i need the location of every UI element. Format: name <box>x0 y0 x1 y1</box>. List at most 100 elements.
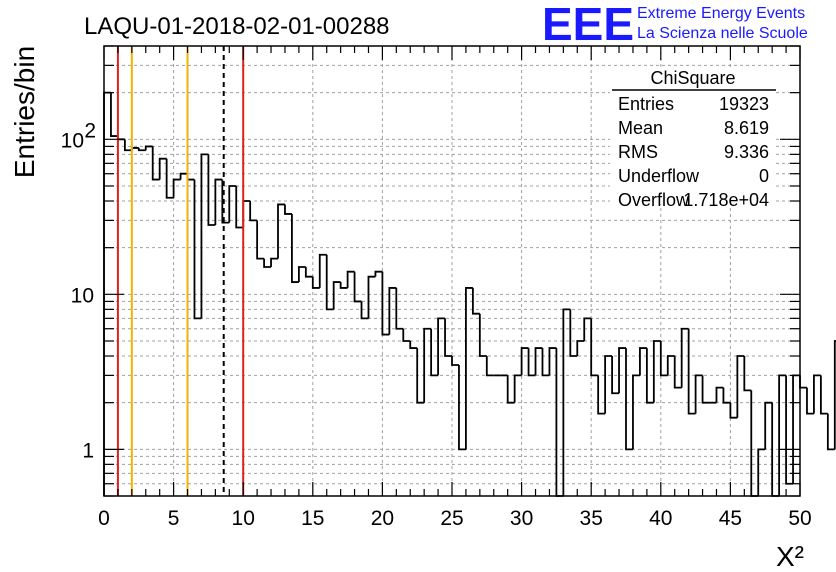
histogram-bin <box>583 317 592 341</box>
histogram-bin <box>137 147 146 152</box>
stats-name: ChiSquare <box>650 68 735 88</box>
histogram-bin <box>632 374 640 450</box>
x-tick-labels: 0 5 10 15 20 25 30 35 40 45 50 <box>98 507 812 530</box>
histogram-bin <box>318 253 327 288</box>
histogram-bin <box>799 375 807 389</box>
histogram-bin <box>813 374 821 414</box>
histogram-bin <box>694 374 703 414</box>
histogram-bin <box>158 157 167 180</box>
histogram-bin <box>346 270 355 288</box>
stat-value: 9.336 <box>724 142 769 162</box>
histogram-bin <box>186 173 195 181</box>
histogram-bin <box>645 348 654 404</box>
histogram-bin <box>235 185 244 229</box>
histogram-bin <box>123 139 132 152</box>
histogram-bin <box>284 204 292 215</box>
histogram-bin <box>520 347 529 376</box>
stat-value: 1.718e+04 <box>683 190 769 210</box>
eee-logo: EEE Extreme Energy Events La Scienza nel… <box>542 0 808 50</box>
histogram-bin <box>242 200 251 228</box>
y-tick-label: 1 <box>82 439 94 462</box>
histogram-bin <box>562 308 571 496</box>
histogram-bin <box>144 145 153 151</box>
histogram-bin <box>360 301 369 320</box>
x-tick-label: 50 <box>788 507 811 530</box>
histogram-bin <box>332 281 341 310</box>
stat-label: Underflow <box>618 166 700 186</box>
x-tick-label: 25 <box>440 507 463 530</box>
histogram-bin <box>806 387 814 415</box>
plot-frame <box>103 45 801 497</box>
x-tick-label: 5 <box>168 507 180 530</box>
histogram-bin <box>325 254 334 311</box>
histogram-bin <box>833 340 836 450</box>
histogram-bin <box>736 355 745 418</box>
histogram-bin <box>611 356 620 395</box>
histogram-bin <box>597 375 606 415</box>
eee-logo-line1: Extreme Energy Events <box>637 5 805 22</box>
histogram-bin <box>729 402 738 419</box>
histogram-bin <box>409 340 418 349</box>
histogram-bin <box>465 287 473 450</box>
histogram-bin <box>604 355 613 414</box>
histogram-bin <box>367 275 376 319</box>
histogram-bin <box>687 328 696 415</box>
histogram-bin <box>757 448 766 496</box>
histogram-bin <box>263 258 272 268</box>
x-tick-label: 40 <box>649 507 672 530</box>
histogram-bin <box>458 365 466 451</box>
histogram-bin <box>165 158 174 199</box>
histogram-bin <box>506 375 515 404</box>
histogram-bin <box>130 147 139 151</box>
histogram-bin <box>402 328 411 342</box>
run-title: LAQU-01-2018-02-01-00288 <box>84 13 390 40</box>
stat-label: RMS <box>618 142 658 162</box>
y-tick-label: 10 <box>61 129 84 152</box>
histogram-bin <box>172 178 181 198</box>
histogram-bin <box>395 287 404 330</box>
histogram-bin <box>297 266 306 283</box>
histogram-bin <box>750 390 759 497</box>
histogram-bin <box>451 356 459 366</box>
histogram-bin <box>353 271 362 303</box>
histogram-bin <box>541 348 550 377</box>
x-tick-label: 20 <box>371 507 394 530</box>
histogram-bin <box>792 374 800 484</box>
histogram-bin <box>311 276 320 289</box>
histogram-bin <box>666 355 675 376</box>
histogram-bin <box>416 348 425 404</box>
stat-value: 0 <box>759 166 769 186</box>
stat-label: Mean <box>618 118 663 138</box>
histogram-bin <box>680 327 689 388</box>
histogram-bin <box>785 375 794 485</box>
histogram-bin <box>388 287 397 335</box>
stat-value: 19323 <box>719 94 769 114</box>
stat-label: Entries <box>618 94 674 114</box>
histogram-bin <box>819 375 828 415</box>
stat-value: 8.619 <box>724 118 769 138</box>
histogram-bin <box>110 92 118 137</box>
histogram-bin <box>743 356 752 392</box>
histogram-bin <box>151 146 160 181</box>
histogram-bin <box>179 172 188 180</box>
histogram-bin <box>618 347 626 394</box>
eee-logo-line2: La Scienza nelle Scuole <box>637 25 808 42</box>
histogram-bin <box>256 220 265 260</box>
histogram-bin <box>639 347 647 376</box>
x-tick-label: 35 <box>580 507 603 530</box>
histogram-bin <box>513 374 522 403</box>
histogram-bin <box>673 356 682 389</box>
histogram-bin <box>625 348 633 451</box>
x-tick-label: 0 <box>98 507 110 530</box>
histogram-bin <box>193 179 202 320</box>
histogram-bin <box>339 282 348 289</box>
histogram-bin <box>207 154 216 226</box>
histogram-bin <box>527 348 536 377</box>
histogram-bin <box>485 356 494 377</box>
histogram-bin <box>437 317 446 376</box>
histogram-bin <box>214 178 223 226</box>
eee-logo-mark: EEE <box>542 0 634 50</box>
histogram-bin <box>715 386 724 403</box>
histogram-bin <box>471 287 480 315</box>
